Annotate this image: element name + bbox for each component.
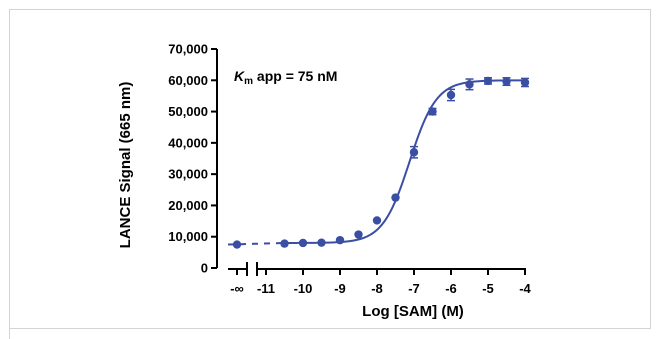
fit-curve <box>284 79 525 244</box>
y-axis-title: LANCE Signal (665 nm) <box>117 82 134 249</box>
y-tick-label: 70,000 <box>168 42 208 57</box>
x-tick-label: -10 <box>294 281 313 296</box>
data-point <box>298 238 308 248</box>
data-point <box>502 77 511 87</box>
y-tick-label: 10,000 <box>168 229 208 244</box>
x-tick-label: -7 <box>408 281 420 296</box>
data-point-marker <box>298 238 308 248</box>
data-point <box>409 145 419 159</box>
data-point-marker <box>446 90 456 100</box>
x-tick-label: -9 <box>334 281 346 296</box>
km-annotation: Km app = 75 nM <box>234 68 337 87</box>
panel-border-bottom <box>9 328 651 329</box>
km-value: app = 75 nM <box>253 68 337 84</box>
km-symbol: K <box>234 68 245 84</box>
y-tick-label: 60,000 <box>168 73 208 88</box>
km-subscript: m <box>244 76 253 87</box>
y-tick-label: 40,000 <box>168 135 208 150</box>
data-point-marker <box>502 77 511 86</box>
data-point-marker <box>280 239 289 248</box>
data-point-marker <box>428 107 437 116</box>
y-tick-label: 20,000 <box>168 198 208 213</box>
panel-border-right <box>650 9 651 329</box>
panel-border-top <box>9 9 651 10</box>
data-point-marker <box>483 76 493 86</box>
x-tick-label: -11 <box>257 281 275 296</box>
data-point-marker <box>409 148 419 157</box>
data-point-marker <box>465 80 474 89</box>
x-tick-label: -6 <box>445 281 457 296</box>
data-point-marker <box>354 230 363 239</box>
x-tick-label: -8 <box>371 281 383 296</box>
data-point <box>520 77 530 88</box>
x-tick-label: -∞ <box>230 281 244 296</box>
x-axis-title: Log [SAM] (M) <box>362 303 464 320</box>
y-tick-label: 50,000 <box>168 104 208 119</box>
data-point-zero <box>232 240 242 249</box>
data-point <box>446 88 456 102</box>
data-point-marker <box>317 238 326 247</box>
y-tick-label: 30,000 <box>168 167 208 182</box>
tick-labels: 0 10,000 20,000 30,000 40,000 50,000 60,000 70,… <box>168 42 531 297</box>
x-tick-label: -5 <box>482 281 494 296</box>
data-points <box>232 76 530 249</box>
data-point-marker <box>335 235 345 245</box>
axes <box>211 48 526 276</box>
baseline-dashed-line <box>227 241 285 246</box>
x-tick-label: -4 <box>519 281 531 296</box>
y-tick-label: 0 <box>201 261 208 276</box>
panel-border-left <box>9 9 10 339</box>
data-point <box>428 107 437 116</box>
data-point <box>335 235 345 245</box>
data-point <box>317 238 326 247</box>
data-point <box>372 216 382 225</box>
data-point <box>280 239 289 248</box>
data-point <box>465 78 474 91</box>
data-point <box>391 193 400 202</box>
data-point-marker <box>232 240 242 249</box>
data-point <box>483 76 493 86</box>
data-point-marker <box>520 78 530 87</box>
data-point-marker <box>372 216 382 225</box>
data-point-marker <box>391 193 400 202</box>
data-point <box>354 230 363 239</box>
